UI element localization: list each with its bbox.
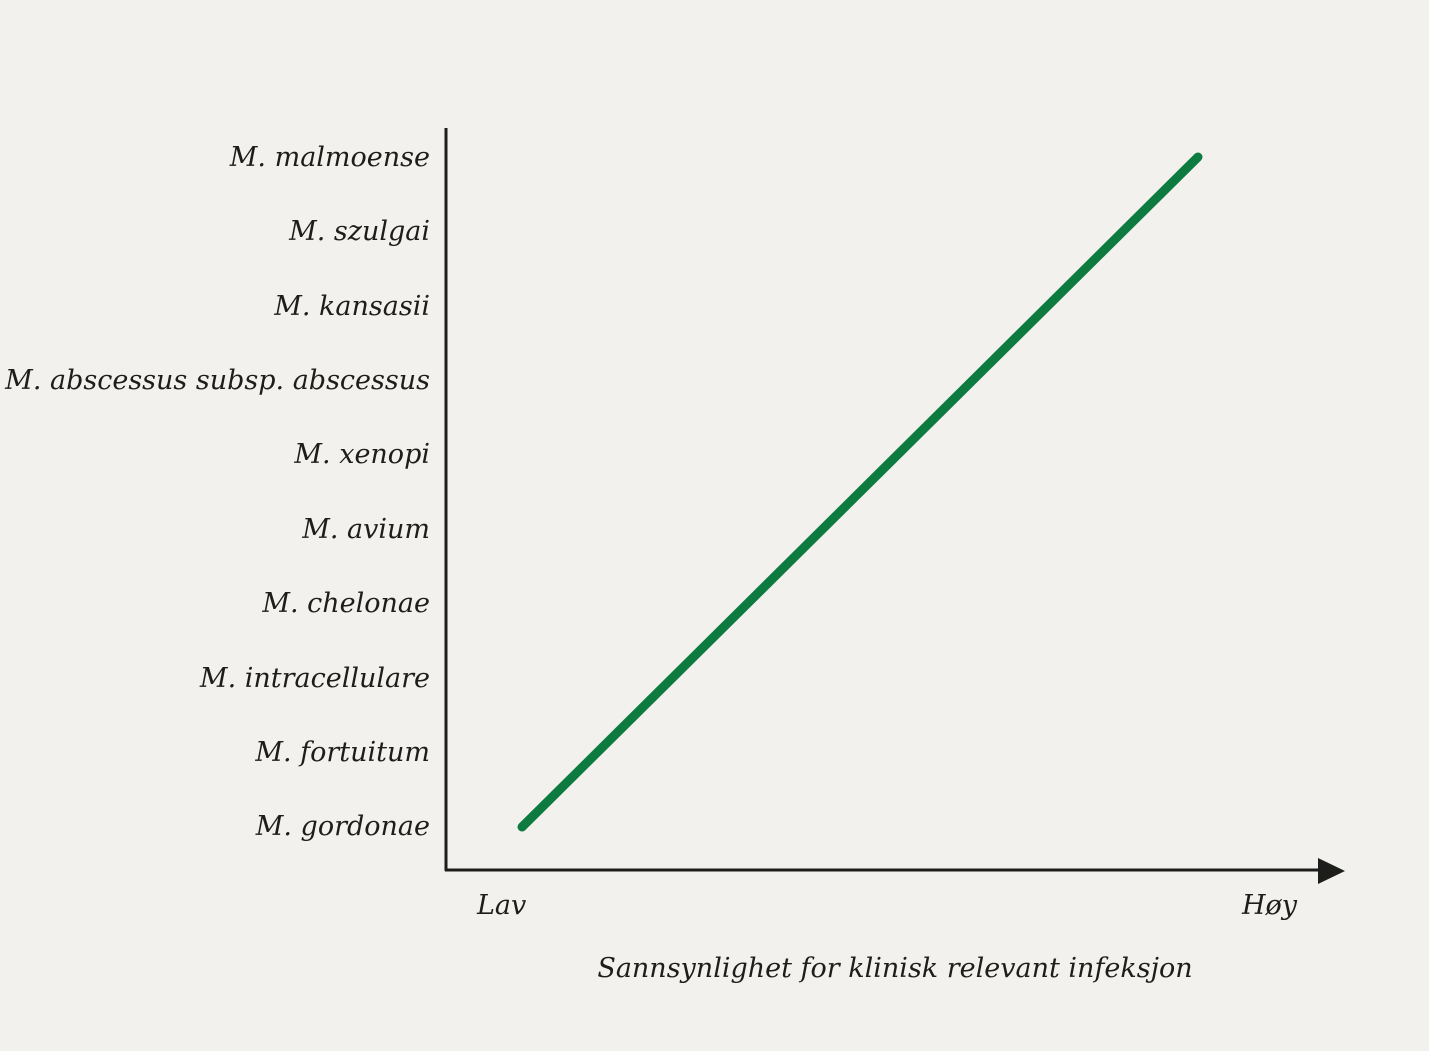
y-axis-label-fortuitum: M. fortuitum [255,737,430,768]
y-axis-label-intracellulare: M. intracellulare [199,663,430,694]
y-axis-label-szulgai: M. szulgai [289,216,430,247]
y-axis-label-avium: M. avium [302,514,430,545]
y-axis-label-xenopi: M. xenopi [294,439,430,470]
x-tick-label-low: Lav [477,890,527,921]
y-axis-label-gordonae: M. gordonae [255,811,430,842]
y-axis-label-chelonae: M. chelonae [262,588,430,619]
x-axis-arrowhead-icon [1318,858,1345,884]
y-axis-label-malmoense: M. malmoense [229,142,430,173]
x-tick-label-high: Høy [1242,890,1298,921]
probability-trend-line [517,152,1203,832]
x-axis-title: Sannsynlighet for klinisk relevant infek… [597,953,1193,984]
y-axis-label-kansasii: M. kansasii [274,291,430,322]
y-axis-label-abscessus: M. abscessus subsp. abscessus [5,365,430,396]
